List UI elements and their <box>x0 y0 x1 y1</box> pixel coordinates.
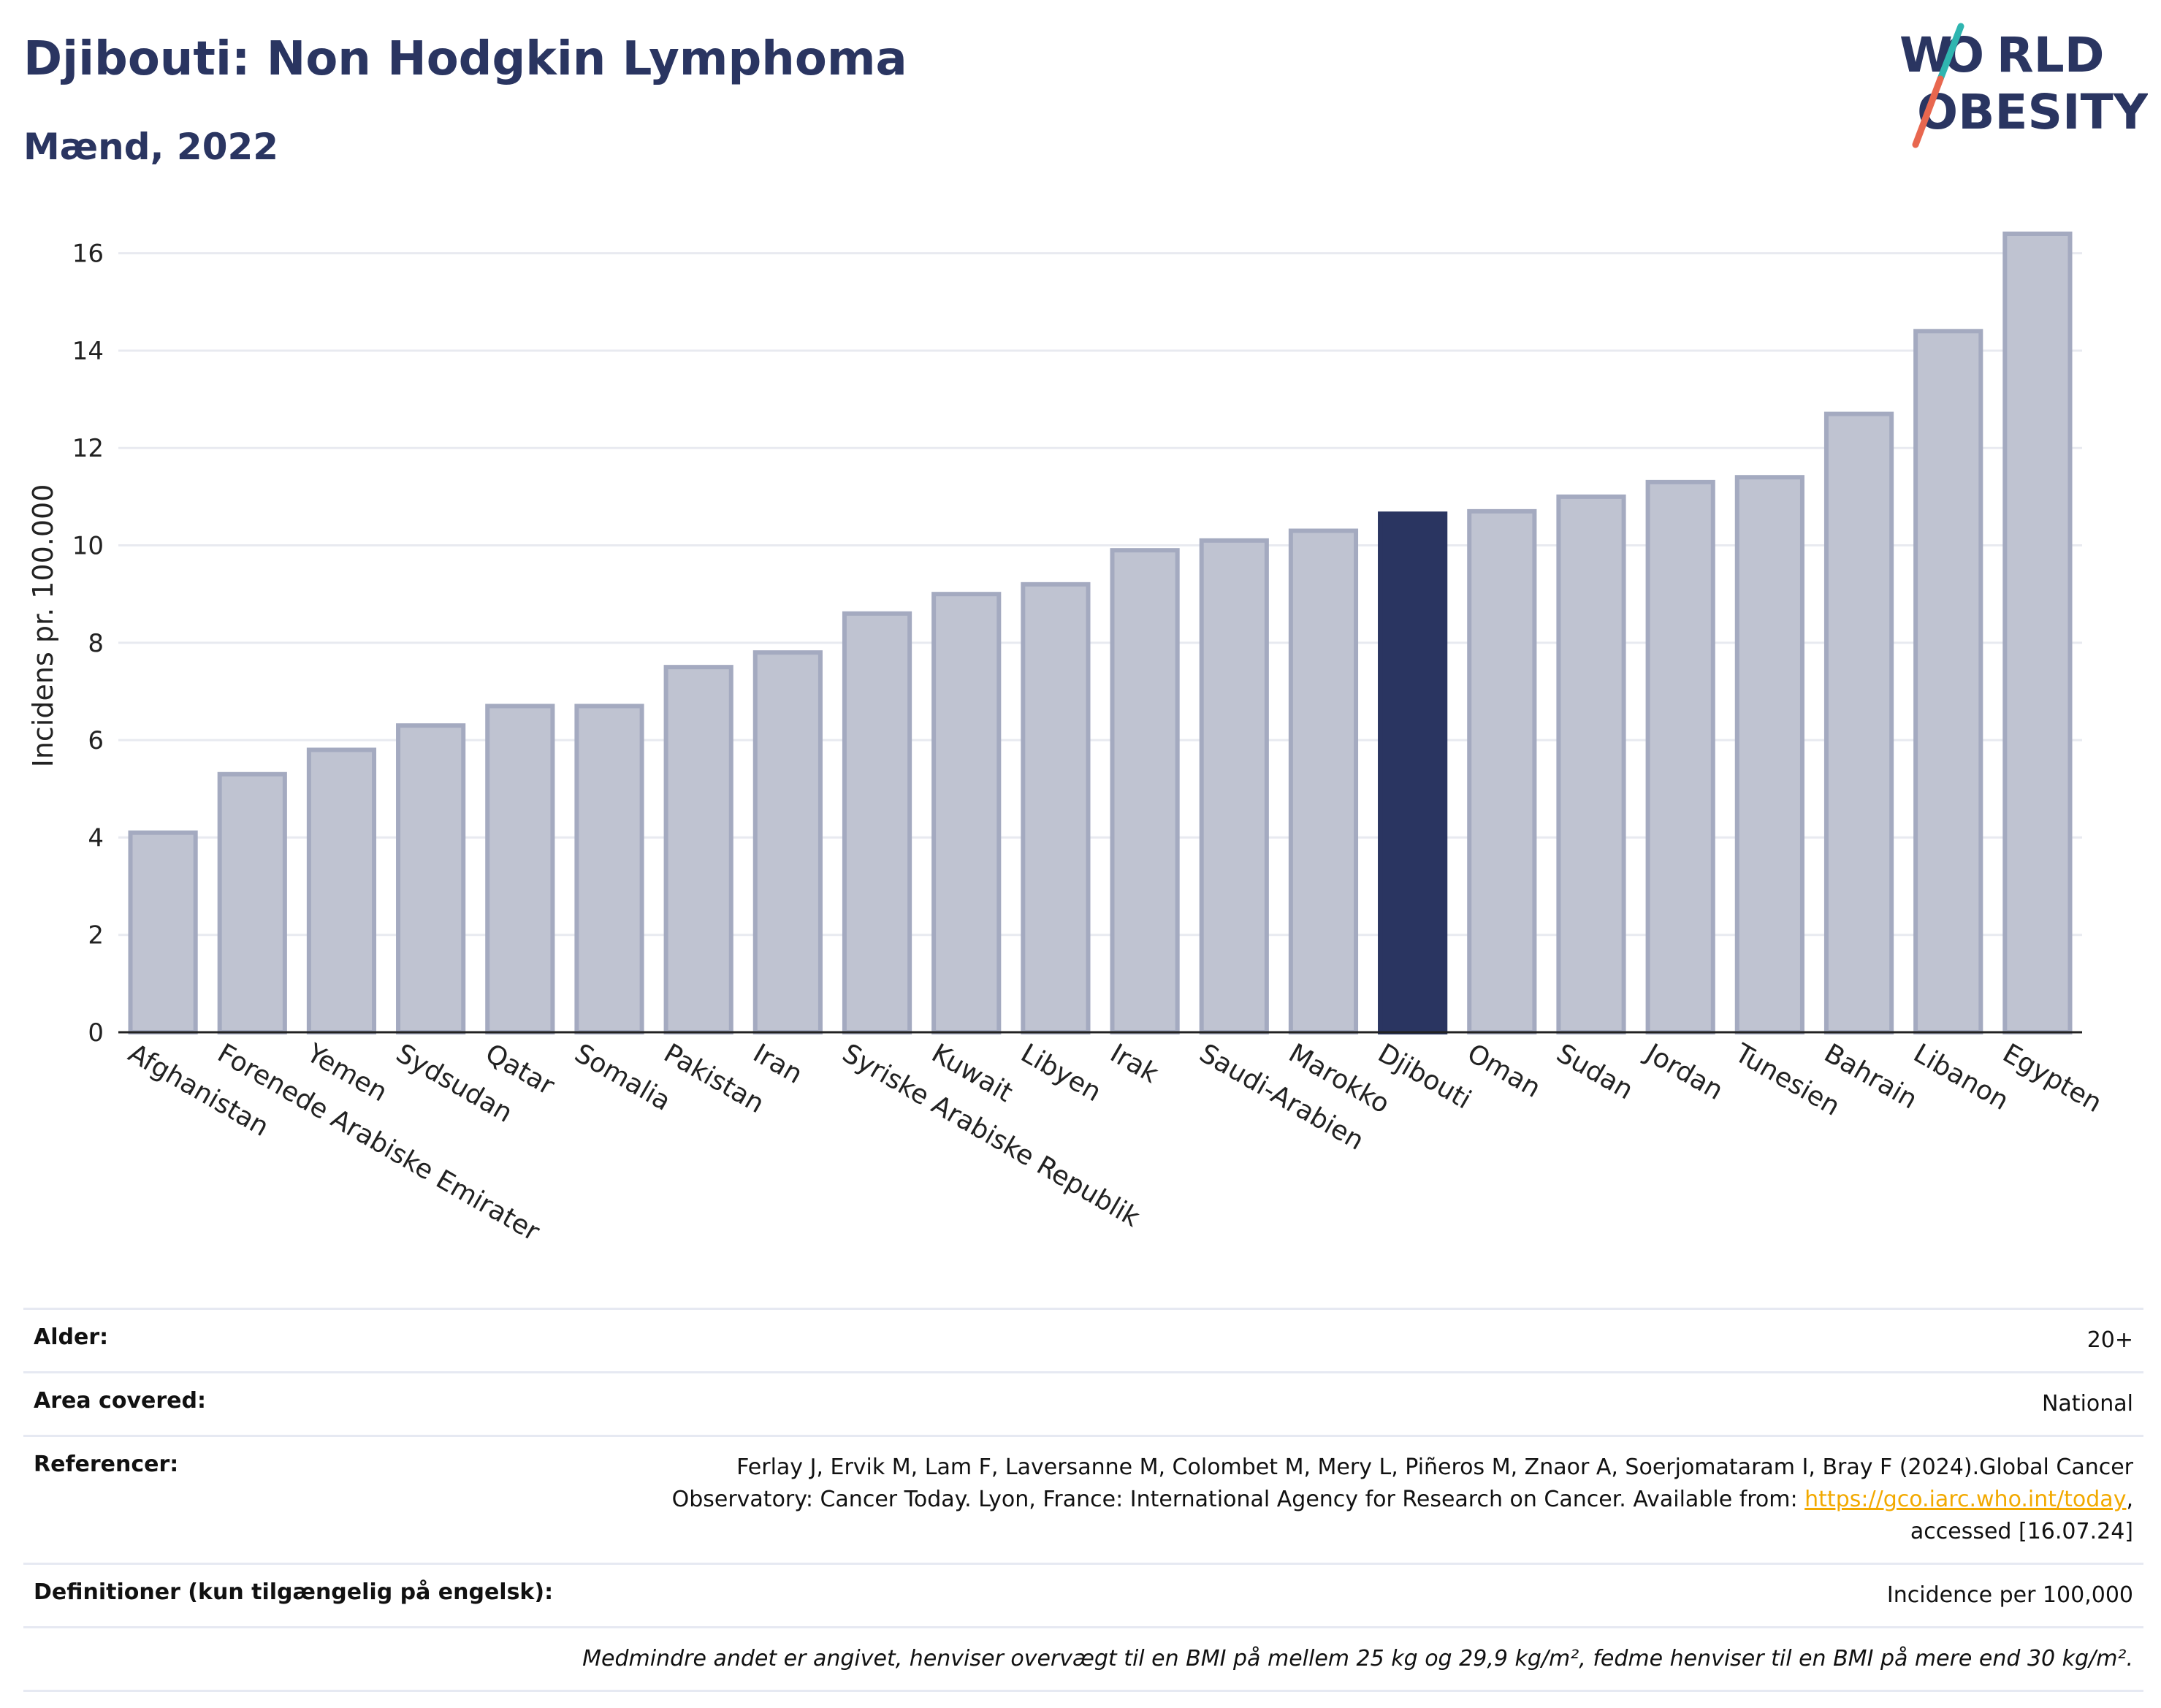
reference-line2: Observatory: Cancer Today. Lyon, France:… <box>671 1487 1805 1512</box>
y-tick-label: 6 <box>88 726 104 755</box>
x-tick-label: Pakistan <box>659 1038 769 1119</box>
info-row-note: Medmindre andet er angivet, henviser ove… <box>23 1626 2143 1692</box>
logo-slash-red <box>1912 75 1944 148</box>
bar-libyen <box>1021 582 1091 1034</box>
chart-subtitle: Mænd, 2022 <box>23 126 279 168</box>
y-tick-label: 16 <box>72 240 104 269</box>
info-row-references: Referencer: Ferlay J, Ervik M, Lam F, La… <box>23 1435 2143 1563</box>
bar-irak <box>1110 548 1180 1034</box>
info-row-area: Area covered: National <box>23 1371 2143 1435</box>
y-tick-label: 12 <box>72 434 104 463</box>
bar-saudi-arabien <box>1199 538 1269 1034</box>
y-axis-label: Incidens pr. 100.000 <box>27 484 59 768</box>
bar-sydsudan <box>396 723 466 1034</box>
area-label: Area covered: <box>34 1388 206 1414</box>
bar-forenede-arabiske-emirater <box>217 771 287 1034</box>
bar-oman <box>1467 508 1537 1034</box>
logo-slash-teal <box>1937 23 1964 83</box>
x-tick-label: Irak <box>1105 1038 1164 1089</box>
bar-somalia <box>574 704 644 1034</box>
y-tick-label: 0 <box>88 1018 104 1048</box>
y-tick-label: 10 <box>72 532 104 561</box>
bar-jordan <box>1645 479 1715 1034</box>
x-tick-label: Libanon <box>1908 1038 2013 1116</box>
bar-qatar <box>485 704 555 1034</box>
info-table: Alder: 20+ Area covered: National Refere… <box>23 1308 2143 1692</box>
bar-sudan <box>1556 494 1626 1034</box>
bar-kuwait <box>931 592 1002 1034</box>
age-value: 20+ <box>2086 1327 2133 1353</box>
bar-marokko <box>1288 528 1359 1034</box>
bar-tunesien <box>1734 475 1804 1034</box>
reference-line1: Ferlay J, Ervik M, Lam F, Laversanne M, … <box>736 1455 2133 1480</box>
chart-title: Djibouti: Non Hodgkin Lymphoma <box>23 32 907 86</box>
info-row-age: Alder: 20+ <box>23 1308 2143 1371</box>
reference-link[interactable]: https://gco.iarc.who.int/today <box>1804 1487 2127 1512</box>
definitions-label: Definitioner (kun tilgængelig på engelsk… <box>34 1579 554 1605</box>
bar-syriske-arabiske-republik <box>842 611 912 1034</box>
reference-line3: accessed [16.07.24] <box>1910 1519 2133 1544</box>
x-tick-label: Sudan <box>1552 1038 1639 1105</box>
bar-egypten <box>2002 231 2073 1034</box>
bar-bahrain <box>1823 411 1894 1034</box>
x-tick-label: Somalia <box>570 1038 676 1117</box>
bar-yemen <box>306 747 377 1034</box>
references-label: Referencer: <box>34 1452 179 1477</box>
y-tick-label: 2 <box>88 921 104 950</box>
bar-libanon <box>1913 329 1983 1034</box>
x-tick-label: Oman <box>1462 1038 1545 1104</box>
bar-iran <box>752 650 823 1034</box>
x-tick-label: Jordan <box>1639 1037 1728 1106</box>
age-label: Alder: <box>34 1324 109 1350</box>
logo-line2: OBESITY <box>1917 84 2148 140</box>
area-value: National <box>2041 1391 2133 1417</box>
bar-afghanistan <box>128 830 198 1035</box>
world-obesity-logo: W RLD O OBESITY <box>1899 23 2148 148</box>
reference-line2-end: , <box>2126 1487 2133 1512</box>
bar-djibouti <box>1378 511 1448 1034</box>
x-tick-label: Egypten <box>1997 1038 2106 1118</box>
info-row-definitions: Definitioner (kun tilgængelig på engelsk… <box>23 1563 2143 1626</box>
x-tick-label: Iran <box>748 1038 807 1090</box>
x-tick-label: Libyen <box>1015 1038 1106 1107</box>
y-tick-label: 14 <box>72 337 104 366</box>
y-tick-label: 4 <box>88 823 104 853</box>
references-value: Ferlay J, Ervik M, Lam F, Laversanne M, … <box>563 1452 2133 1548</box>
y-tick-label: 8 <box>88 629 104 658</box>
definitions-value: Incidence per 100,000 <box>1886 1582 2133 1608</box>
bmi-note: Medmindre andet er angivet, henviser ove… <box>582 1646 2133 1671</box>
bar-pakistan <box>663 665 733 1035</box>
